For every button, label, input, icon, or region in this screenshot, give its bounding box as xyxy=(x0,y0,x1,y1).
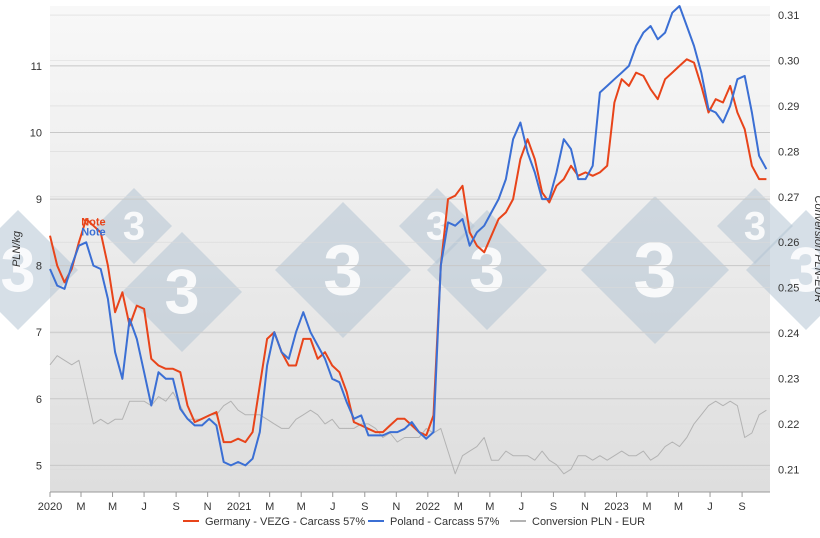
x-tick-label: S xyxy=(738,501,745,513)
watermark-diamond xyxy=(275,202,411,338)
x-tick-label: 2020 xyxy=(38,501,62,513)
x-tick-label: J xyxy=(141,501,147,513)
y2-tick-label: 0.24 xyxy=(778,328,799,340)
x-tick-label: J xyxy=(330,501,336,513)
x-tick-label: J xyxy=(519,501,525,513)
x-tick-label: N xyxy=(581,501,589,513)
series-line-2 xyxy=(49,355,767,475)
watermark-glyph: 3 xyxy=(744,205,766,249)
y2-axis-title: Conversion PLN-EUR xyxy=(812,196,820,303)
x-tick-label: M xyxy=(674,501,683,513)
axes: 5 6 7 8 9 10 11 0.21 0.22 0.23 0.24 0.25 0.26 0.27 0.2… xyxy=(30,10,800,513)
y-axis-title: PLN/kg xyxy=(11,230,23,267)
y-tick-label: 10 xyxy=(30,127,42,139)
watermark-diamond xyxy=(427,210,547,330)
legend: Germany - VEZG - Carcass 57% Poland - Car… xyxy=(183,516,645,528)
y-tick-label: 8 xyxy=(36,261,42,273)
x-tick-label: N xyxy=(392,501,400,513)
watermark-glyph: 3 xyxy=(123,205,145,249)
note-annotation: Note xyxy=(81,227,105,239)
watermark-glyph: 3 xyxy=(788,236,820,306)
watermark-diamond xyxy=(96,188,172,264)
y2-tick-label: 0.29 xyxy=(778,101,799,113)
y-tick-label: 9 xyxy=(36,194,42,206)
x-tick-label: S xyxy=(172,501,179,513)
x-tick-label: M xyxy=(485,501,494,513)
y2-tick-label: 0.27 xyxy=(778,192,799,204)
watermark-glyph: 3 xyxy=(426,205,448,249)
x-tick-label: M xyxy=(454,501,463,513)
x-tick-label: 2023 xyxy=(604,501,628,513)
x-tick-label: S xyxy=(550,501,557,513)
series-line-1 xyxy=(49,5,768,467)
y-tick-label: 6 xyxy=(36,394,42,406)
y2-tick-label: 0.26 xyxy=(778,237,799,249)
legend-item[interactable]: Poland - Carcass 57% xyxy=(368,516,500,528)
x-tick-label: J xyxy=(707,501,713,513)
note-annotation: Note xyxy=(81,217,105,229)
x-tick-label: M xyxy=(108,501,117,513)
watermark-glyph: 3 xyxy=(164,258,199,328)
x-tick-label: S xyxy=(361,501,368,513)
y-tick-label: 7 xyxy=(36,327,42,339)
legend-item[interactable]: Conversion PLN - EUR xyxy=(510,516,645,528)
y2-tick-label: 0.25 xyxy=(778,283,799,295)
series-line-0 xyxy=(49,58,767,444)
y2-tick-label: 0.21 xyxy=(778,464,799,476)
series-layer xyxy=(49,5,768,475)
y2-tick-label: 0.23 xyxy=(778,373,799,385)
x-tick-label: M xyxy=(642,501,651,513)
watermark-glyph: 3 xyxy=(323,231,363,310)
x-tick-label: 2021 xyxy=(227,501,251,513)
watermark-glyph: 3 xyxy=(633,226,676,314)
watermark-glyph: 3 xyxy=(0,236,35,306)
gridlines xyxy=(50,14,770,470)
y-tick-label: 11 xyxy=(31,61,42,73)
watermark-diamond xyxy=(122,232,242,352)
y-tick-label: 5 xyxy=(36,460,42,472)
watermark-diamond xyxy=(581,196,729,344)
x-tick-label: M xyxy=(297,501,306,513)
legend-label: Conversion PLN - EUR xyxy=(532,516,645,528)
y2-tick-label: 0.22 xyxy=(778,419,799,431)
legend-item[interactable]: Germany - VEZG - Carcass 57% xyxy=(183,516,365,528)
x-tick-label: M xyxy=(76,501,85,513)
y2-tick-label: 0.28 xyxy=(778,146,799,158)
x-tick-label: N xyxy=(204,501,212,513)
legend-label: Germany - VEZG - Carcass 57% xyxy=(205,516,365,528)
watermark-diamond xyxy=(746,210,820,330)
y2-tick-label: 0.31 xyxy=(778,10,799,22)
watermark-diamond xyxy=(0,210,78,330)
x-tick-label: M xyxy=(265,501,274,513)
x-tick-label: 2022 xyxy=(416,501,440,513)
watermark: 333 333 3 33 xyxy=(0,188,820,352)
y2-tick-label: 0.30 xyxy=(778,56,799,68)
legend-label: Poland - Carcass 57% xyxy=(390,516,500,528)
